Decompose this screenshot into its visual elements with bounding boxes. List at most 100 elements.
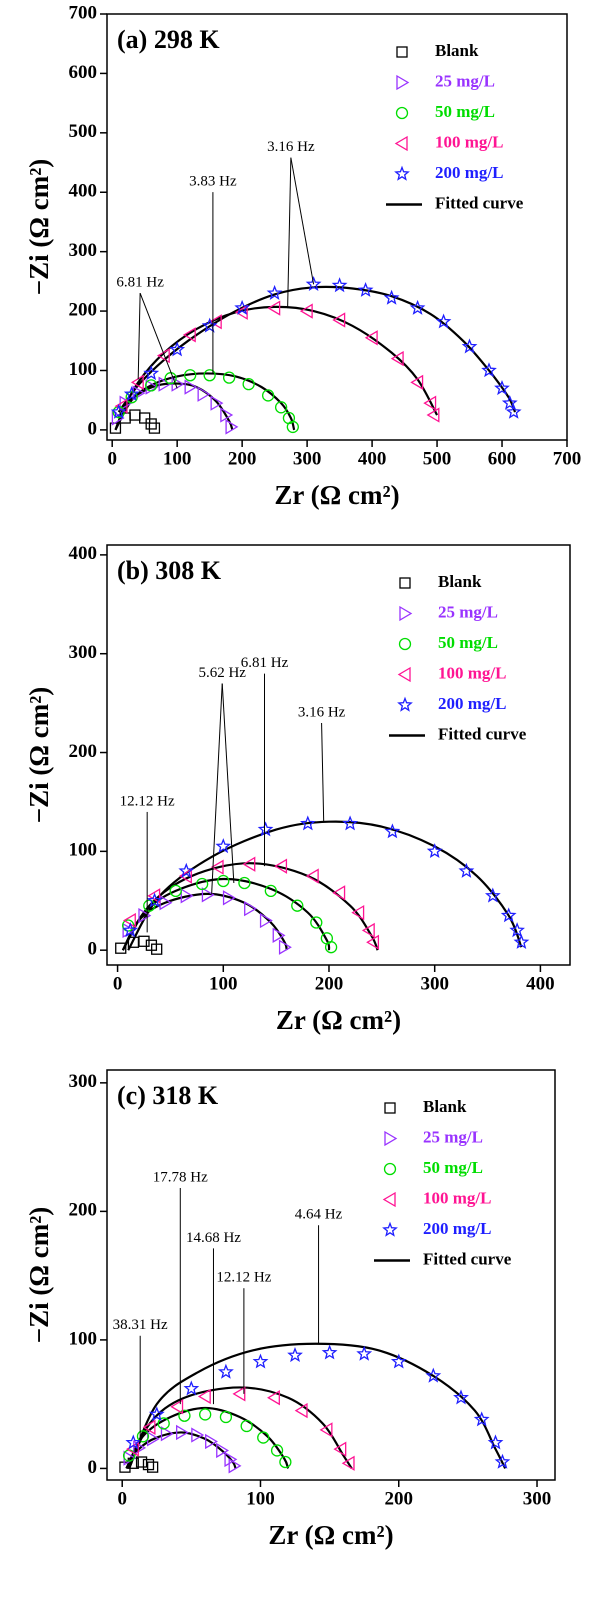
marker-star — [426, 843, 443, 859]
marker-triangle — [210, 859, 224, 875]
marker-triangle — [397, 666, 411, 683]
annotation: 3.83 Hz — [189, 174, 237, 190]
legend-label: Fitted curve — [423, 1249, 512, 1268]
marker-star — [390, 1353, 407, 1369]
marker-triangle — [130, 374, 144, 391]
marker-star — [505, 403, 522, 419]
legend-label: Blank — [423, 1097, 467, 1116]
x-tick-label: 100 — [246, 1488, 275, 1509]
marker-star — [397, 696, 413, 712]
legend-label: Fitted curve — [438, 724, 527, 743]
marker-triangle — [220, 407, 234, 423]
marker-circle — [169, 884, 182, 898]
marker-triangle — [232, 1386, 246, 1402]
marker-triangle — [299, 303, 313, 319]
marker-triangle — [341, 1455, 355, 1471]
y-tick-label: 0 — [88, 418, 98, 439]
marker-square — [129, 409, 141, 421]
marker-circle — [324, 941, 338, 954]
marker-star — [215, 838, 232, 854]
marker-triangle — [133, 1440, 147, 1456]
x-tick-label: 200 — [385, 1488, 414, 1509]
marker-circle — [257, 1431, 270, 1444]
legend-label: 200 mg/L — [438, 694, 506, 713]
panel-title: (b) 308 K — [117, 556, 222, 585]
y-tick-label: 300 — [69, 642, 98, 663]
marker-star — [123, 386, 140, 401]
y-tick-label: 0 — [88, 1457, 98, 1478]
marker-star — [146, 892, 163, 908]
marker-star — [234, 299, 250, 315]
marker-triangle — [332, 312, 346, 328]
legend-label: 25 mg/L — [438, 602, 498, 621]
marker-square — [119, 1461, 131, 1473]
legend-label: 25 mg/L — [435, 71, 495, 90]
annotation: 5.62 Hz — [198, 665, 246, 681]
marker-circle — [178, 1409, 191, 1422]
marker-triangle — [132, 385, 146, 401]
annotation: 12.12 Hz — [216, 1270, 271, 1286]
marker-triangle — [242, 856, 256, 872]
x-tick-label: 0 — [117, 1488, 127, 1509]
marker-triangle — [244, 901, 257, 917]
x-tick-label: 0 — [107, 448, 117, 469]
legend-label: 50 mg/L — [435, 102, 495, 121]
y-tick-label: 400 — [69, 543, 98, 564]
y-tick-label: 300 — [69, 240, 98, 261]
marker-square — [139, 412, 151, 424]
marker-star — [110, 403, 127, 419]
x-axis-title: Zr (Ω cm²) — [276, 1005, 401, 1035]
fitted-curve — [121, 877, 331, 951]
y-tick-label: 100 — [69, 1328, 98, 1349]
marker-triangle — [384, 1130, 398, 1147]
marker-triangle — [225, 419, 239, 435]
annotation: 14.68 Hz — [186, 1230, 241, 1246]
marker-star — [501, 394, 518, 410]
annotation: 3.16 Hz — [298, 704, 346, 720]
y-tick-label: 700 — [69, 2, 98, 23]
marker-star — [509, 922, 525, 938]
marker-triangle — [147, 888, 161, 904]
x-tick-label: 700 — [553, 448, 582, 469]
marker-star — [394, 165, 410, 181]
marker-triangle — [176, 1424, 189, 1441]
x-tick-label: 300 — [293, 448, 322, 469]
marker-triangle — [332, 885, 346, 901]
marker-triangle — [305, 868, 319, 884]
x-axis-title: Zr (Ω cm²) — [274, 480, 399, 510]
marker-circle — [286, 420, 299, 434]
x-tick-label: 400 — [358, 448, 387, 469]
x-axis-title: Zr (Ω cm²) — [268, 1520, 393, 1550]
marker-circle — [279, 1455, 292, 1469]
marker-circle — [145, 379, 158, 392]
annotation: 38.31 Hz — [113, 1317, 168, 1333]
marker-triangle — [224, 1451, 238, 1468]
marker-star — [148, 1406, 165, 1422]
marker-triangle — [170, 1399, 184, 1415]
marker-triangle — [364, 330, 378, 346]
marker-triangle — [426, 407, 440, 423]
x-tick-label: 100 — [209, 973, 238, 994]
marker-triangle — [205, 1433, 218, 1450]
y-axis-title: −Zi (Ω cm²) — [24, 687, 54, 824]
marker-triangle — [160, 1426, 174, 1442]
fitted-curve — [117, 305, 439, 419]
annotation: 17.78 Hz — [153, 1169, 208, 1185]
marker-triangle — [274, 858, 288, 874]
x-tick-label: 400 — [526, 973, 555, 994]
marker-circle — [238, 876, 251, 890]
marker-square — [115, 942, 127, 954]
marker-square — [146, 1461, 159, 1473]
marker-triangle — [399, 605, 413, 622]
legend-label: 200 mg/L — [435, 163, 503, 182]
marker-triangle — [197, 386, 211, 402]
marker-circle — [383, 1162, 397, 1176]
marker-circle — [261, 389, 275, 402]
legend-label: 50 mg/L — [438, 633, 498, 652]
annotation-leader — [287, 157, 292, 309]
annotation: 6.81 Hz — [241, 655, 289, 671]
panel-title: (a) 298 K — [117, 25, 220, 54]
marker-star — [143, 365, 160, 381]
x-tick-label: 200 — [315, 973, 344, 994]
